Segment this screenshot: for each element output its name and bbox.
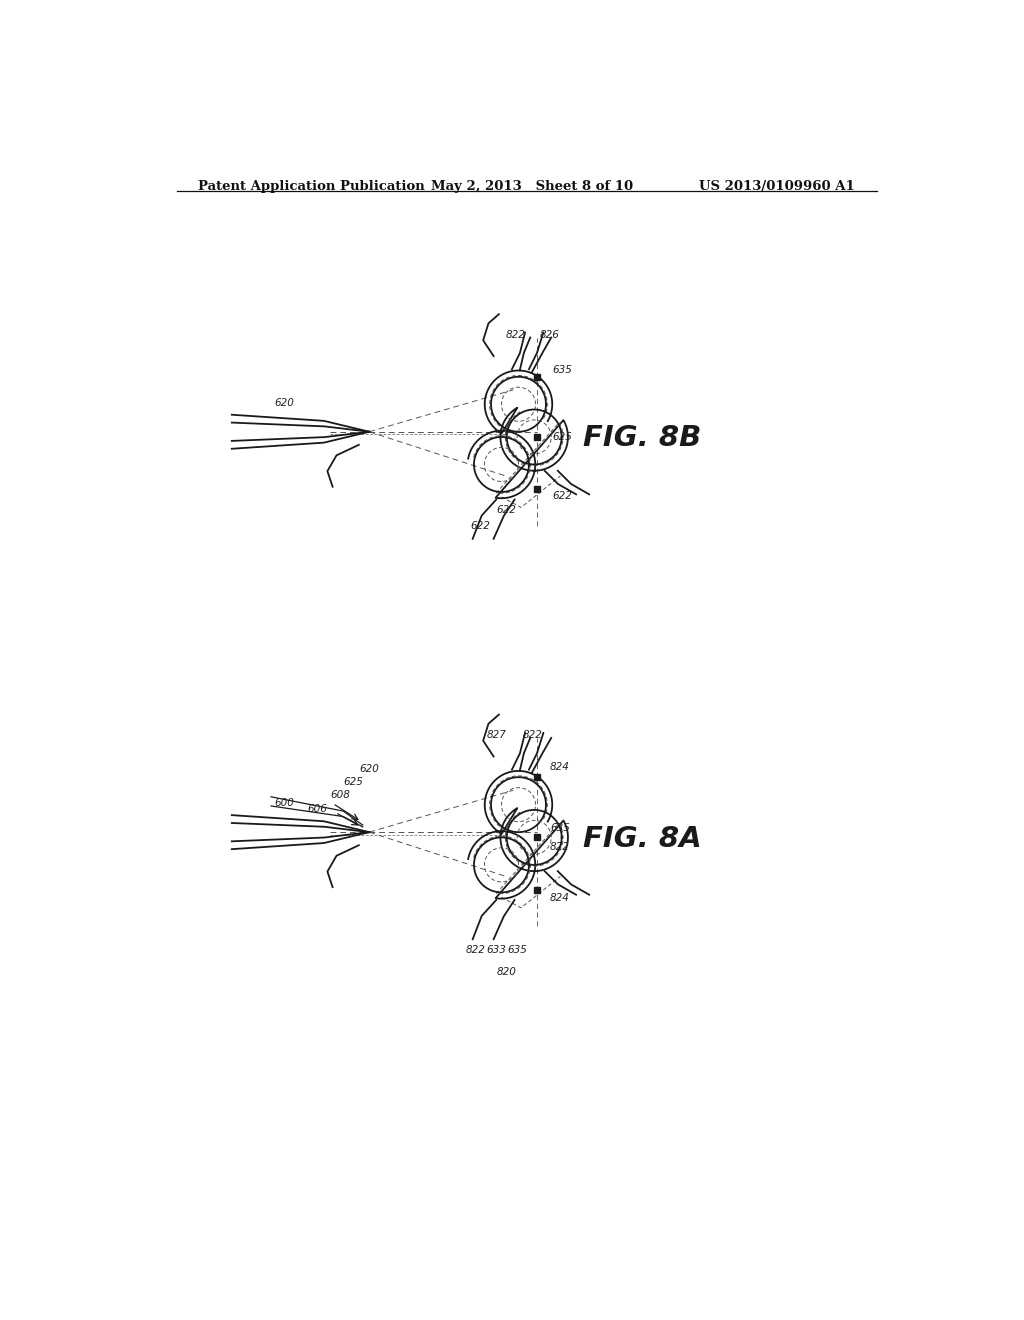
Text: 635: 635: [553, 366, 572, 375]
Text: 824: 824: [550, 892, 569, 903]
Text: May 2, 2013   Sheet 8 of 10: May 2, 2013 Sheet 8 of 10: [431, 180, 633, 193]
Text: US 2013/0109960 A1: US 2013/0109960 A1: [698, 180, 854, 193]
Text: 625: 625: [344, 777, 364, 788]
Text: 824: 824: [550, 762, 569, 772]
Text: 600: 600: [274, 799, 294, 808]
Text: 633: 633: [486, 945, 506, 954]
Text: FIG. 8A: FIG. 8A: [583, 825, 701, 853]
Text: 608: 608: [331, 791, 350, 800]
Text: 635: 635: [507, 945, 527, 954]
Text: Patent Application Publication: Patent Application Publication: [199, 180, 425, 193]
Text: 822: 822: [465, 945, 485, 954]
Text: 822: 822: [506, 330, 525, 339]
Text: 620: 620: [274, 397, 294, 408]
Text: 826: 826: [540, 330, 560, 339]
Text: 622: 622: [553, 491, 572, 500]
Text: 827: 827: [486, 730, 506, 741]
Text: 622: 622: [471, 521, 490, 531]
Text: 620: 620: [359, 764, 379, 775]
Text: 622: 622: [497, 506, 517, 515]
Text: 822: 822: [550, 842, 569, 851]
Text: FIG. 8B: FIG. 8B: [583, 424, 701, 453]
Text: 635: 635: [550, 824, 569, 833]
Text: 820: 820: [497, 968, 517, 977]
Text: 606: 606: [307, 804, 327, 813]
Text: 625: 625: [553, 432, 572, 442]
Text: 822: 822: [523, 730, 543, 741]
